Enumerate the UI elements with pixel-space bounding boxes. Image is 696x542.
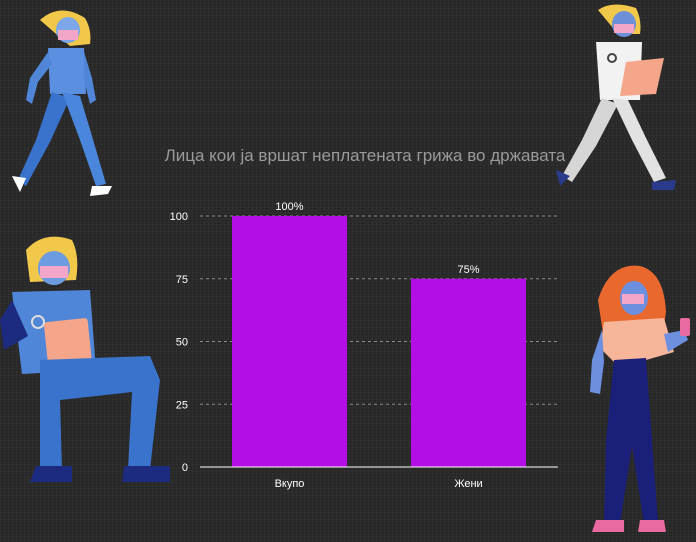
- data-labels: 100% 75%: [275, 201, 479, 276]
- doctor-walking-icon: [556, 4, 676, 190]
- bar-0: [232, 216, 347, 467]
- y-tick-label: 75: [176, 274, 188, 286]
- y-tick-label: 0: [182, 462, 188, 474]
- chart-title: Лица кои ја вршат неплатената грижа во д…: [164, 146, 566, 165]
- seated-nurse-icon: [0, 236, 170, 482]
- x-axis-ticks: Вкупо Жени: [275, 478, 483, 490]
- person-walking-icon: [12, 10, 112, 196]
- woman-with-phone-icon: [590, 265, 690, 532]
- bar-1: [411, 278, 526, 467]
- x-tick-label-0: Вкупо: [275, 478, 305, 490]
- y-tick-label: 100: [170, 211, 188, 223]
- y-axis-ticks: 0 25 50 75 100: [170, 211, 188, 474]
- x-tick-label-1: Жени: [454, 478, 482, 490]
- data-label-0: 100%: [275, 201, 303, 213]
- bars: [232, 216, 526, 467]
- y-tick-label: 25: [176, 399, 188, 411]
- y-tick-label: 50: [176, 337, 188, 349]
- data-label-1: 75%: [457, 264, 479, 276]
